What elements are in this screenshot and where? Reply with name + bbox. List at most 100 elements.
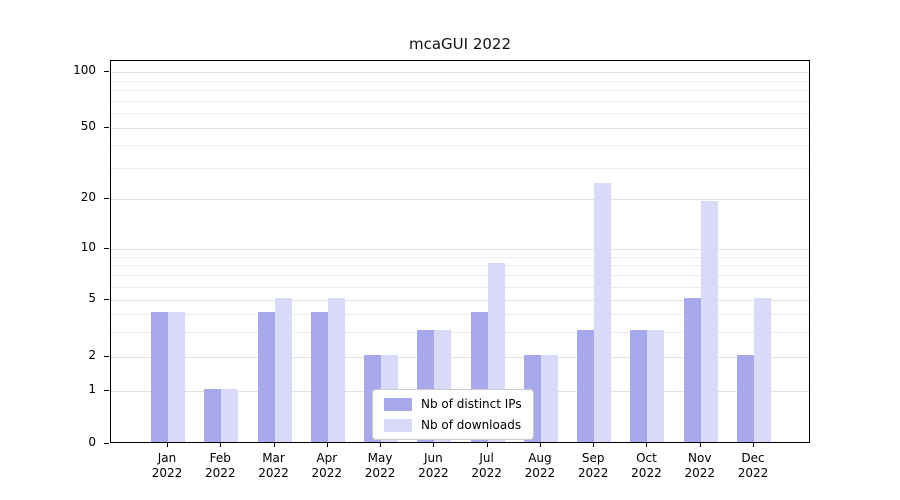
x-tick-mark: [220, 443, 222, 447]
x-tick-year: 2022: [737, 466, 769, 480]
x-tick-month: Aug: [528, 451, 552, 465]
bar-downloads: [754, 298, 771, 442]
x-tick-month: May: [367, 451, 393, 465]
bar-downloads: [647, 329, 665, 442]
x-tick-mark: [273, 443, 275, 447]
y-tick-label: 50: [80, 119, 96, 134]
gridline-minor: [111, 145, 809, 147]
x-tick-month: Mar: [262, 451, 285, 465]
y-tick-mark: [104, 390, 109, 392]
x-tick-year: 2022: [258, 466, 289, 480]
gridline-minor: [111, 275, 809, 277]
y-tick-mark: [104, 443, 109, 444]
x-tick-mark: [380, 443, 382, 447]
x-tick-label: Mar 2022: [244, 451, 304, 481]
y-tick-mark: [104, 197, 109, 199]
x-tick-month: Oct: [636, 451, 657, 465]
gridline-minor: [111, 167, 809, 169]
legend: Nb of distinct IPs Nb of downloads: [372, 389, 534, 440]
bar-downloads: [274, 298, 292, 442]
x-tick-month: Jun: [423, 451, 443, 465]
legend-item-downloads: Nb of downloads: [384, 418, 522, 432]
legend-label-distinct-ips: Nb of distinct IPs: [421, 397, 522, 411]
x-tick-month: Nov: [688, 451, 712, 465]
gridline-minor: [111, 90, 809, 92]
x-tick-year: 2022: [471, 466, 502, 480]
gridline-minor: [111, 256, 809, 258]
bar-distinct-ips: [683, 298, 701, 442]
y-tick-mark: [104, 298, 109, 300]
x-tick-year: 2022: [684, 466, 715, 480]
legend-label-downloads: Nb of downloads: [421, 418, 522, 432]
plot-area: [110, 60, 810, 443]
x-tick-year: 2022: [577, 466, 609, 480]
gridline-minor: [111, 113, 809, 115]
x-tick-label: Oct 2022: [616, 451, 676, 481]
y-tick-mark: [104, 71, 109, 73]
y-tick-label: 2: [88, 348, 96, 363]
x-tick-month: Apr: [316, 451, 338, 465]
x-tick-mark: [539, 443, 541, 447]
bar-distinct-ips: [310, 311, 328, 442]
chart-title: mcaGUI 2022: [408, 35, 512, 53]
x-tick-month: Jul: [479, 451, 494, 465]
x-tick-label: Feb 2022: [190, 451, 250, 481]
y-tick-label: 5: [88, 290, 96, 305]
x-tick-label: Jun 2022: [403, 451, 463, 481]
y-tick-label: 100: [73, 63, 96, 78]
x-tick-label: Apr 2022: [297, 451, 357, 481]
x-tick-mark: [433, 443, 435, 447]
gridline-major: [111, 357, 809, 359]
x-tick-mark: [167, 443, 168, 447]
x-tick-label: Sep 2022: [563, 451, 623, 481]
gridline-major: [111, 299, 809, 301]
gridline-major: [111, 249, 809, 251]
x-tick-year: 2022: [151, 466, 183, 480]
bar-downloads: [594, 182, 612, 442]
x-tick-mark: [486, 443, 488, 447]
gridline-minor: [111, 80, 809, 82]
x-tick-month: Dec: [741, 451, 765, 465]
x-tick-mark: [753, 443, 754, 447]
x-tick-year: 2022: [364, 466, 396, 480]
bar-downloads: [168, 311, 185, 442]
bar-downloads: [221, 389, 239, 442]
x-tick-month: Sep: [581, 451, 605, 465]
y-tick-label: 20: [80, 189, 96, 204]
gridline-minor: [111, 331, 809, 333]
gridline-major: [111, 72, 809, 74]
bar-distinct-ips: [257, 311, 275, 442]
y-tick-mark: [104, 248, 109, 250]
x-tick-mark: [699, 443, 701, 447]
bar-distinct-ips: [577, 329, 595, 442]
legend-swatch-distinct-ips: [384, 397, 412, 411]
bar-distinct-ips: [737, 355, 754, 442]
bar-downloads: [700, 200, 718, 442]
x-tick-label: Jul 2022: [457, 451, 517, 481]
legend-item-distinct-ips: Nb of distinct IPs: [384, 397, 522, 411]
y-tick-mark: [104, 356, 109, 358]
x-tick-mark: [593, 443, 595, 447]
x-tick-label: May 2022: [350, 451, 410, 481]
x-tick-month: Jan: [157, 451, 177, 465]
y-tick-mark: [104, 127, 109, 129]
x-tick-month: Feb: [209, 451, 231, 465]
bar-distinct-ips: [204, 389, 222, 442]
gridline-minor: [111, 286, 809, 288]
y-tick-label: 1: [88, 382, 96, 397]
x-tick-label: Dec 2022: [723, 451, 783, 481]
x-tick-mark: [646, 443, 648, 447]
x-tick-year: 2022: [311, 466, 343, 480]
y-tick-label: 10: [80, 240, 96, 255]
gridline-major: [111, 128, 809, 130]
bar-downloads: [327, 298, 345, 442]
x-tick-year: 2022: [418, 466, 449, 480]
x-tick-year: 2022: [631, 466, 662, 480]
x-tick-label: Aug 2022: [510, 451, 570, 481]
bar-distinct-ips: [151, 311, 168, 442]
y-tick-label: 0: [88, 435, 96, 449]
bar-distinct-ips: [630, 329, 648, 442]
gridline-major: [111, 198, 809, 200]
x-tick-year: 2022: [524, 466, 556, 480]
